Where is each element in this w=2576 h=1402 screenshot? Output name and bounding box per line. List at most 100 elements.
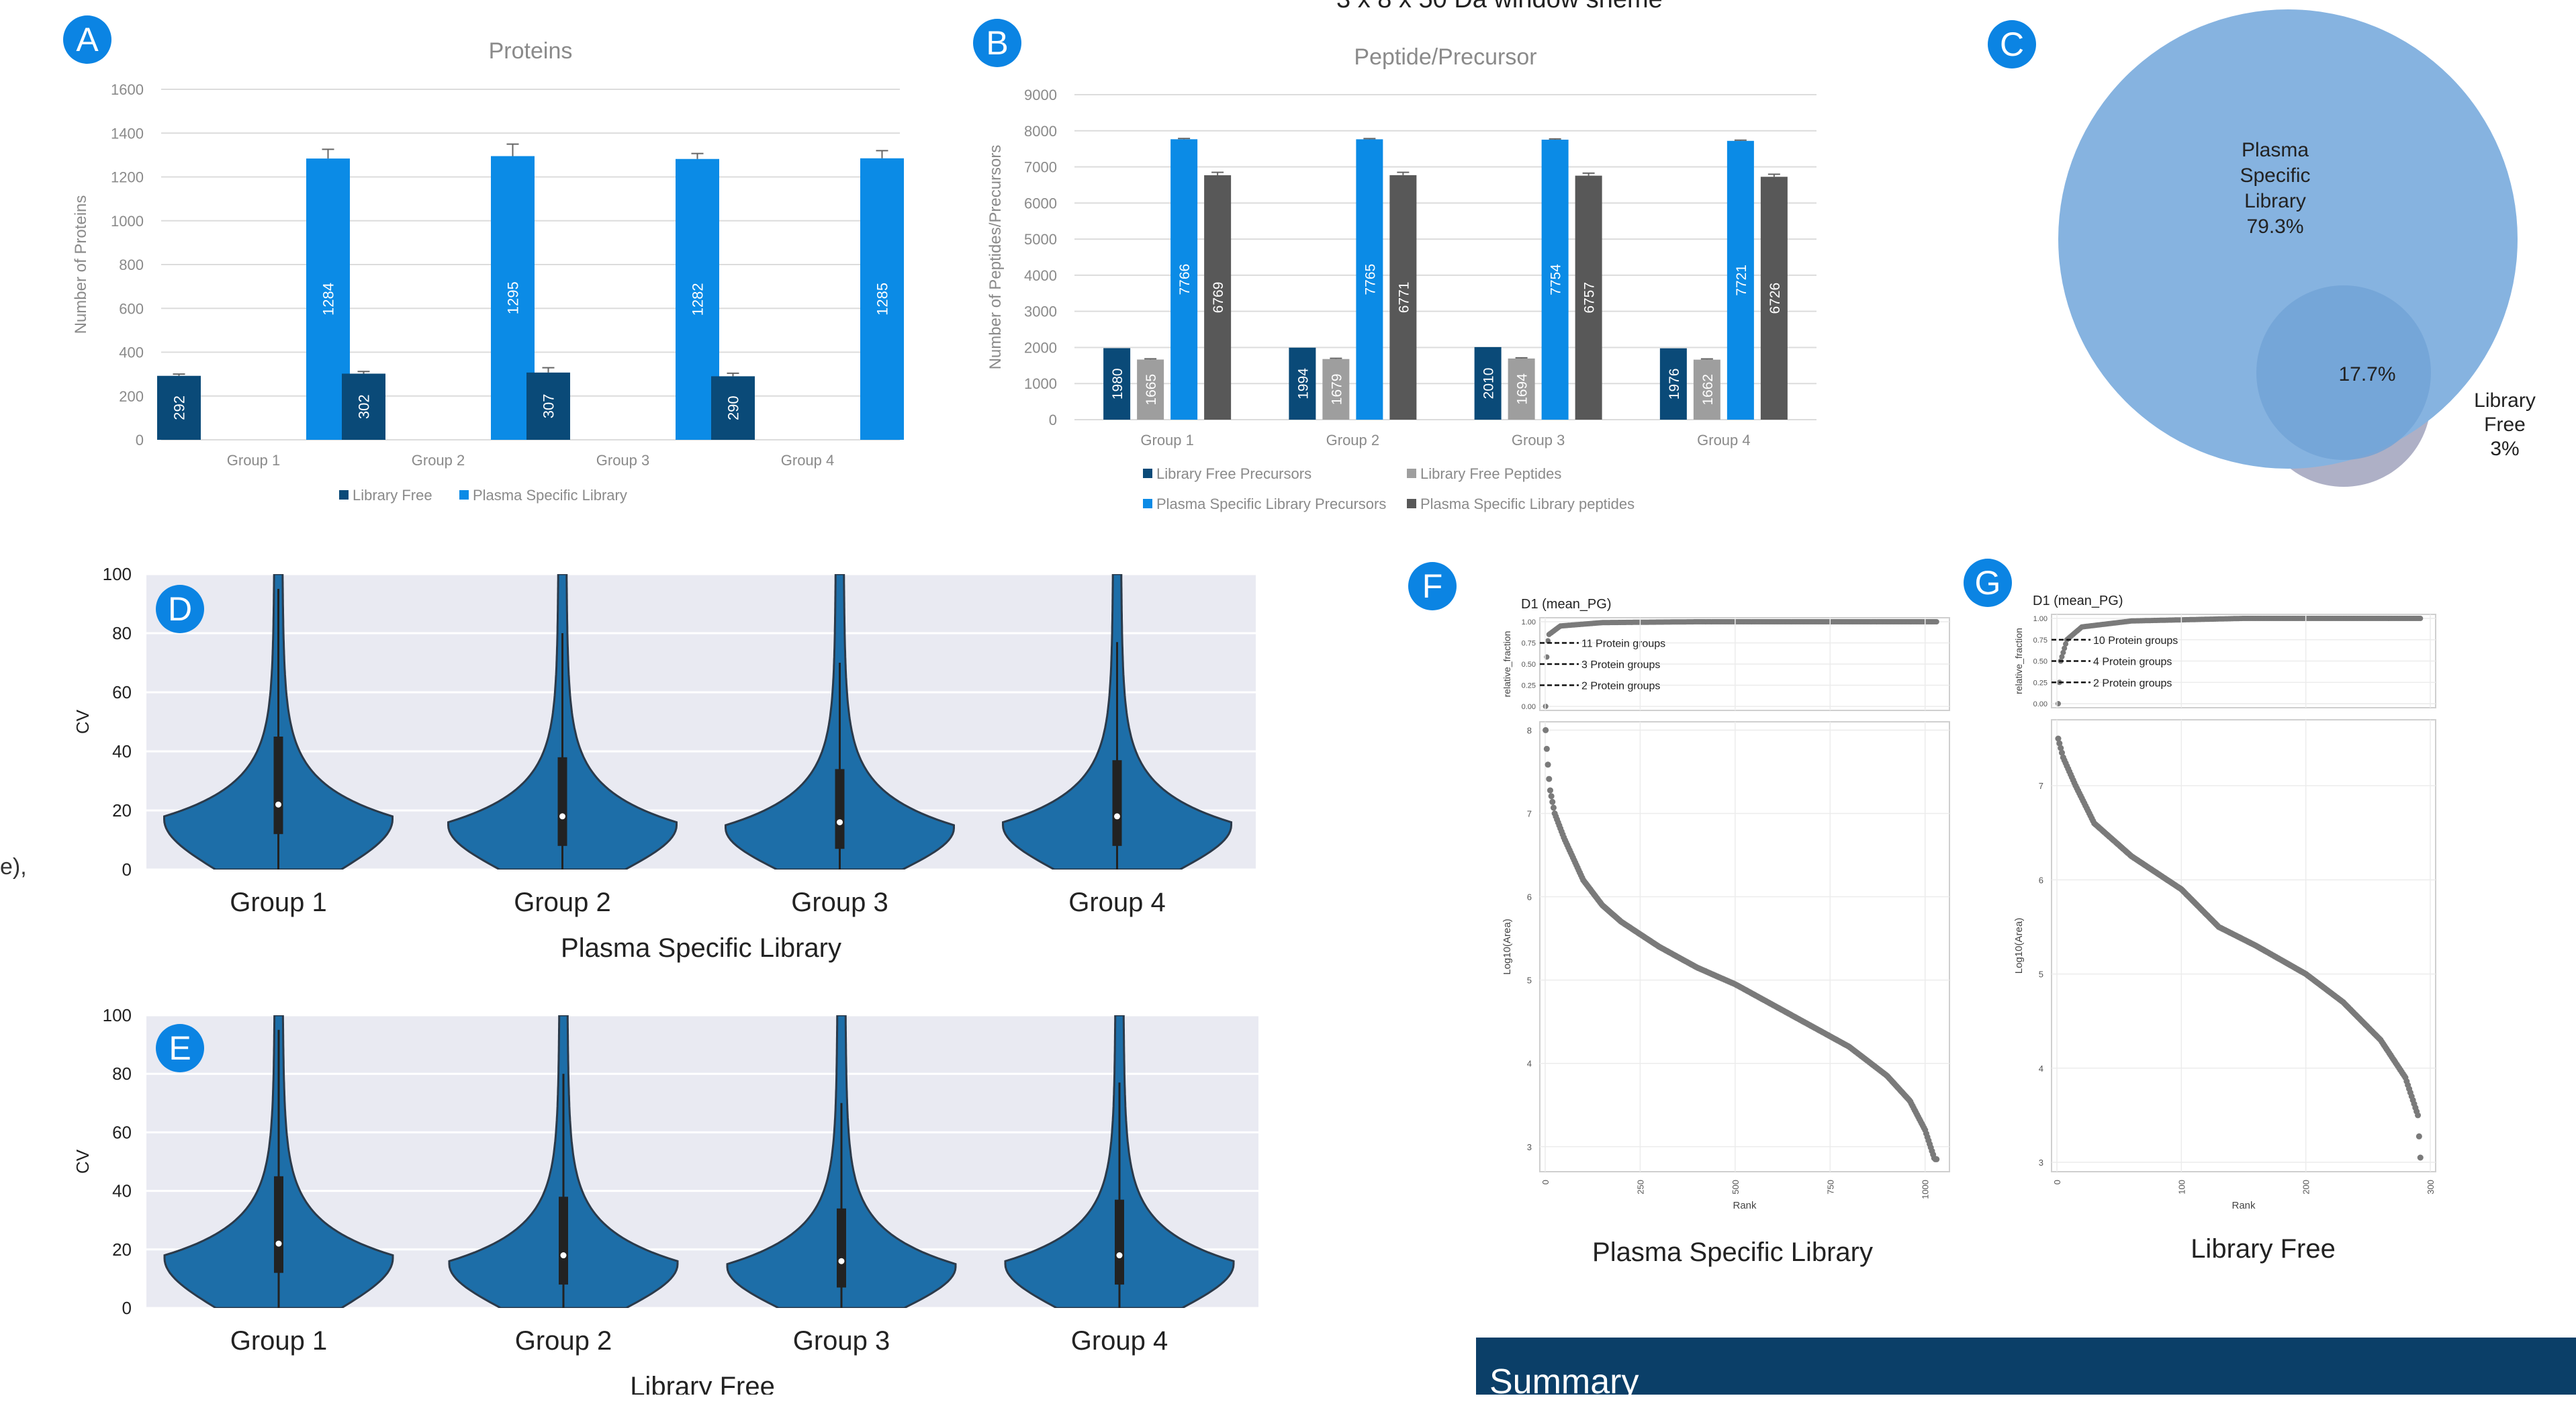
- bar-value-label: 1994: [1295, 368, 1311, 400]
- y-tick-label: 80: [112, 623, 132, 643]
- y-tick-label: 1600: [111, 81, 144, 98]
- main-plot-frame: [2051, 719, 2436, 1172]
- main-plot-frame: [1539, 721, 1950, 1172]
- bar: [1356, 139, 1383, 420]
- y-axis-label: CV: [73, 1149, 93, 1174]
- bar-value-label: 1976: [1667, 369, 1682, 400]
- bar-value-label: 1980: [1110, 368, 1125, 400]
- violin-iqr-box: [835, 769, 845, 849]
- venn-free-label: 3%: [2490, 438, 2519, 460]
- bar: [860, 158, 904, 440]
- y-tick-label: 3000: [1024, 303, 1057, 320]
- x-tick-label: 100: [2176, 1180, 2187, 1195]
- annotation-label: 11 Protein groups: [1581, 639, 1665, 650]
- y-tick-label: 0.75: [2033, 637, 2048, 645]
- violin-iqr-box: [1112, 760, 1122, 846]
- y-tick-label: 6: [2039, 875, 2043, 885]
- x-tick-label: Group 2: [412, 452, 465, 469]
- y-tick-label: 60: [112, 682, 132, 702]
- panel-badge-F: F: [1408, 562, 1457, 610]
- panel-badge-G: G: [1964, 559, 2012, 607]
- bar-value-label: 6757: [1582, 282, 1598, 314]
- venn-free-label: Free: [2484, 414, 2526, 436]
- x-tick-label: Group 1: [230, 888, 327, 917]
- y-axis-label: Number of Peptides/Precursors: [986, 145, 1005, 370]
- bar: [526, 372, 570, 440]
- summary-banner: Summary: [1476, 1338, 2576, 1401]
- violin-chart-D: 0 20 40 60 80 100 CV Group 1 Group 2 Group 3 Group…: [73, 564, 1256, 963]
- rank-panel-F: F D1 (mean_PG) 0.00 0.25 0.50 0.75 1.00 relativ…: [1408, 562, 1950, 1267]
- violin-median-dot: [838, 1258, 845, 1264]
- bar-chart-A: A Proteins 0 200 400 600 800 1000 1200 1400 1600 Nu…: [63, 15, 904, 504]
- y-axis-label: Log10(Area): [1502, 919, 1513, 974]
- venn-diagram-C: CPlasmaSpecificLibrary79.3%17.7%LibraryF…: [1988, 9, 2536, 487]
- y-tick-label: 20: [112, 800, 132, 821]
- x-tick-label: 0: [2052, 1180, 2062, 1184]
- x-tick-label: 200: [2301, 1180, 2311, 1195]
- y-tick-label: 600: [119, 300, 144, 317]
- violin-median-dot: [275, 801, 281, 808]
- badge-letter: F: [1422, 567, 1443, 605]
- legend-swatch: [459, 490, 469, 500]
- bar-value-label: 1665: [1144, 374, 1159, 406]
- x-axis-label: Rank: [2232, 1200, 2256, 1211]
- bar-value-label: 6769: [1211, 282, 1226, 314]
- bar: [1575, 175, 1602, 420]
- panel-title: D1 (mean_PG): [1521, 597, 1612, 612]
- x-tick-label: 250: [1635, 1180, 1645, 1195]
- violin-iqr-box: [1115, 1199, 1124, 1285]
- badge-letter: B: [986, 24, 1008, 62]
- x-tick-label: 750: [1825, 1180, 1835, 1195]
- venn-plasma-label: Library: [2244, 190, 2306, 212]
- chart-caption: Plasma Specific Library: [1592, 1237, 1873, 1267]
- side-cut-text: e),: [0, 854, 27, 880]
- y-tick-label: 3: [2039, 1158, 2043, 1168]
- annotation-label: 4 Protein groups: [2093, 657, 2172, 668]
- badge-circle: [63, 15, 111, 64]
- bar-value-label: 1295: [505, 281, 522, 314]
- panel-badge-C: C: [1988, 20, 2036, 68]
- y-tick-label: 400: [119, 344, 144, 361]
- y-tick-label: 0.00: [1522, 703, 1536, 711]
- bar-value-label: 7754: [1549, 264, 1564, 295]
- bar-value-label: 1282: [690, 283, 706, 316]
- chart-title: Peptide/Precursor: [1354, 44, 1536, 70]
- bar-value-label: 290: [725, 395, 742, 420]
- legend-label: Plasma Specific Library Precursors: [1156, 496, 1386, 512]
- bar: [1693, 359, 1720, 420]
- y-tick-label: 100: [103, 564, 132, 584]
- header-cut-text: 3 x 8 x 50 Da window sheme: [1336, 0, 1663, 14]
- legend-label: Library Free Peptides: [1420, 465, 1561, 482]
- venn-plasma-label: Plasma: [2242, 139, 2309, 161]
- y-tick-label: 40: [112, 1181, 132, 1201]
- bar-value-label: 1662: [1700, 374, 1716, 406]
- bar-value-label: 7765: [1363, 264, 1378, 295]
- legend-swatch: [1407, 499, 1416, 508]
- y-tick-label: 1.00: [2033, 615, 2048, 623]
- bar-chart-B: B Peptide/Precursor 0 1000 2000 3000 4000 5000 6…: [973, 19, 1816, 512]
- y-tick-label: 7: [1527, 808, 1532, 819]
- y-tick-label: 7000: [1024, 159, 1057, 176]
- badge-letter: A: [76, 21, 99, 58]
- bar-value-label: 1284: [320, 283, 337, 316]
- annotation-label: 3 Protein groups: [1581, 659, 1660, 671]
- y-tick-label: 5: [1527, 976, 1532, 986]
- y-tick-label: 9000: [1024, 87, 1057, 103]
- bar: [342, 373, 385, 440]
- x-tick-label: Group 4: [1071, 1326, 1168, 1356]
- y-tick-label: 8000: [1024, 123, 1057, 140]
- legend-label: Plasma Specific Library: [473, 487, 627, 504]
- badge-letter: G: [1975, 564, 2001, 602]
- x-tick-label: 0: [1540, 1180, 1551, 1184]
- badge-circle: [1408, 562, 1457, 610]
- y-tick-label: 60: [112, 1122, 132, 1142]
- panel-badge-A: A: [63, 15, 111, 64]
- badge-circle: [156, 1024, 204, 1072]
- bar: [1289, 347, 1316, 420]
- bar: [1322, 359, 1350, 420]
- bar: [1508, 358, 1535, 420]
- violin-iqr-box: [274, 1176, 283, 1273]
- violin-median-dot: [560, 1252, 567, 1259]
- violin-iqr-box: [837, 1208, 846, 1288]
